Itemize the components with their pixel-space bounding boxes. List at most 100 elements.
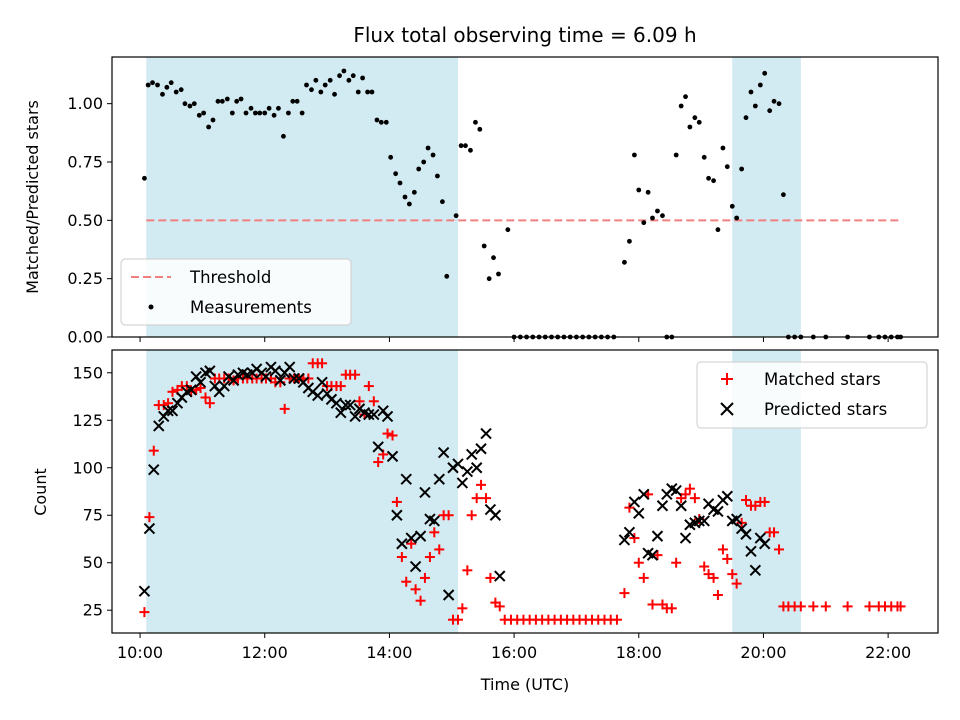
measurement-point	[322, 82, 328, 88]
matched-point	[139, 607, 150, 618]
measurement-point	[757, 82, 763, 88]
matched-point	[350, 369, 361, 380]
bottom-x-ticks: 10:00 12:00 14:00 16:00 18:00 20:00 22:00	[117, 633, 911, 662]
predicted-point	[480, 427, 492, 440]
predicted-point	[428, 515, 441, 527]
measurement-point	[271, 112, 277, 118]
measurement-point	[435, 173, 440, 179]
matched-point	[652, 550, 663, 561]
measurement-point	[473, 119, 478, 125]
matched-point	[476, 479, 487, 490]
matched-point	[633, 557, 644, 568]
predicted-point	[340, 399, 352, 411]
measurement-point	[496, 271, 501, 277]
matched-point	[387, 430, 398, 441]
measurement-point	[286, 110, 291, 116]
matched-point	[481, 493, 492, 504]
x-tick-label: 20:00	[740, 643, 786, 662]
measurement-point	[332, 91, 337, 97]
measurement-point	[388, 154, 394, 160]
measurement-point	[458, 143, 464, 149]
measurement-point	[257, 110, 263, 116]
matched-point	[363, 381, 374, 392]
y-tick-label: 0.50	[67, 211, 103, 230]
matched-point	[494, 601, 505, 612]
measurement-point	[313, 77, 319, 83]
measurement-point	[481, 243, 487, 249]
measurement-point	[767, 108, 773, 114]
predicted-point	[330, 397, 343, 409]
y-tick-label: 125	[72, 411, 103, 430]
y-tick-label: 150	[72, 363, 103, 382]
measurement-point	[309, 87, 314, 93]
measurement-point	[276, 105, 281, 111]
matched-point	[457, 603, 468, 614]
predicted-point	[218, 380, 230, 392]
measurement-point	[393, 171, 399, 177]
measurement-point	[248, 105, 254, 111]
predicted-point	[442, 589, 455, 601]
legend-measurements-label: Measurements	[190, 298, 312, 317]
predicted-point	[437, 446, 450, 459]
predicted-point	[470, 462, 483, 474]
matched-point	[619, 588, 630, 599]
predicted-point	[452, 458, 464, 470]
measurement-point	[678, 103, 684, 109]
matched-point	[429, 527, 440, 538]
measurement-point	[720, 145, 726, 151]
measurement-point	[369, 89, 375, 95]
y-tick-label: 0.75	[67, 153, 103, 172]
measurement-point	[687, 124, 693, 130]
matched-point	[279, 403, 290, 414]
measurement-point	[327, 77, 333, 83]
measurement-point	[266, 105, 272, 111]
measurement-point	[365, 89, 370, 95]
shaded-region	[732, 57, 801, 337]
predicted-point	[400, 473, 412, 485]
measurement-point	[201, 110, 207, 116]
predicted-point	[633, 507, 645, 520]
predicted-point	[260, 370, 272, 383]
measurement-point	[771, 98, 777, 104]
measurement-point	[160, 91, 165, 97]
matched-point	[795, 601, 806, 612]
matched-point	[419, 572, 430, 583]
measurement-point	[215, 98, 221, 104]
bottom-predicted-points	[138, 361, 771, 601]
predicted-point	[638, 488, 650, 501]
matched-point	[204, 398, 215, 409]
matched-point	[842, 601, 853, 612]
matched-point	[671, 557, 682, 568]
legend-predicted-label: Predicted stars	[764, 400, 887, 419]
measurement-point	[752, 103, 758, 109]
top-legend-box	[120, 258, 352, 326]
predicted-point	[712, 505, 724, 518]
measurement-point	[178, 87, 184, 93]
predicted-point	[656, 500, 669, 512]
predicted-point	[679, 532, 692, 544]
predicted-point	[185, 384, 197, 396]
matched-point	[200, 392, 211, 403]
matched-point	[167, 386, 178, 397]
measurement-point	[173, 89, 179, 95]
matched-point	[373, 457, 384, 468]
matched-point	[712, 590, 723, 601]
predicted-point	[288, 372, 300, 385]
predicted-point	[344, 399, 356, 411]
measurement-point	[234, 98, 240, 104]
matched-point	[708, 572, 719, 583]
measurement-point	[748, 89, 754, 95]
bottom-matched-points	[139, 358, 906, 625]
matched-point	[864, 601, 875, 612]
measurement-point	[660, 213, 665, 219]
measurement-point	[468, 147, 473, 153]
x-tick-label: 12:00	[242, 643, 288, 662]
predicted-point	[396, 538, 408, 550]
x-tick-label: 10:00	[117, 643, 163, 662]
predicted-point	[409, 560, 422, 573]
panel-bottom-counts: 25 50 75 100 125 150 10:00 12:00 14:00 16:00 18:0…	[31, 349, 939, 694]
predicted-point	[283, 361, 296, 373]
y-tick-label: 100	[72, 458, 103, 477]
measurement-point	[164, 84, 170, 90]
